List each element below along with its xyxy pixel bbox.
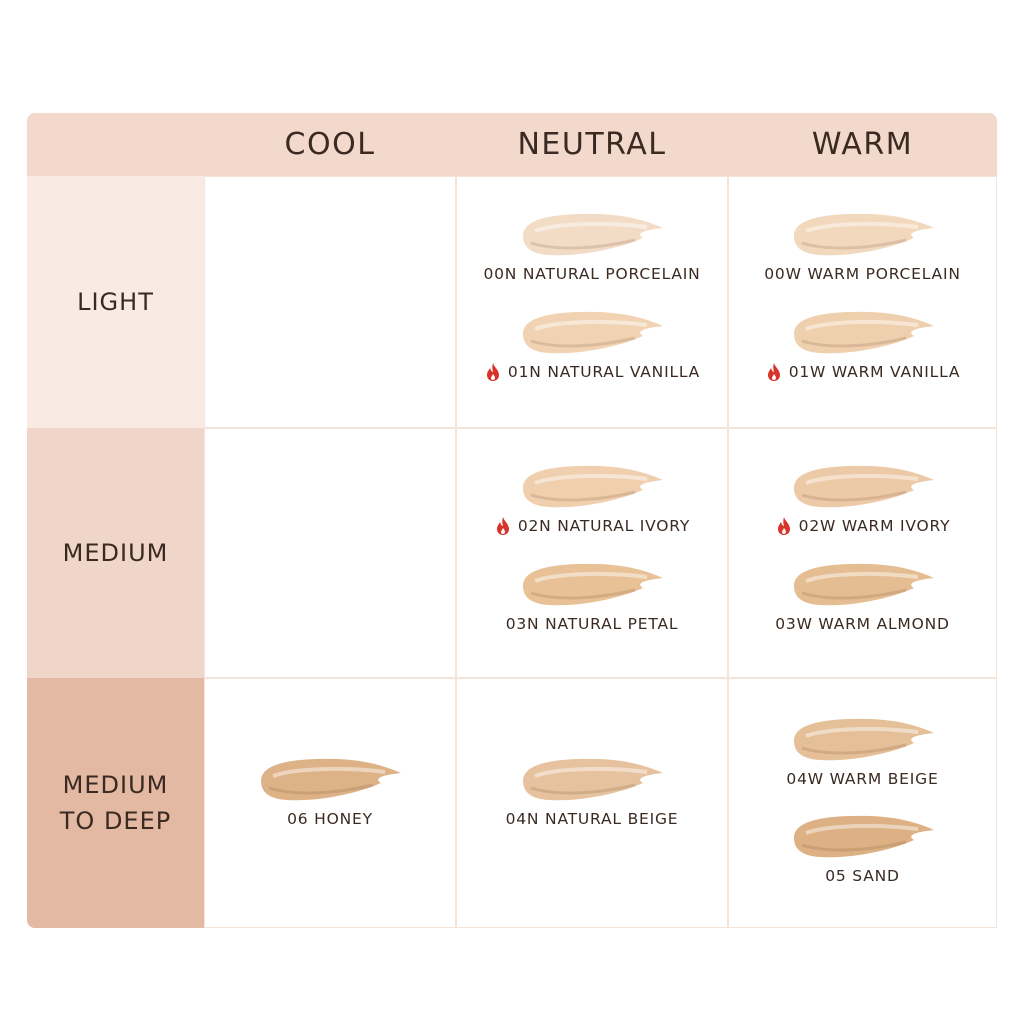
cell [204,678,456,928]
swatch-shadow [530,490,636,502]
swatch-shape [793,718,934,761]
swatch-shape [793,465,934,508]
shade-name: 03N NATURAL PETAL [505,615,679,633]
swatch-highlight [534,571,648,583]
swatch-shadow [801,336,906,348]
swatch [793,815,934,858]
column-header: WARM [811,127,914,162]
swatch [261,758,401,801]
swatch [793,311,934,354]
swatch [793,563,934,606]
swatch-shadow [801,238,906,250]
swatch-shape [261,758,401,801]
shade-label: 04W WARM BEIGE [728,768,997,790]
shade-name: 02N NATURAL IVORY [517,517,691,535]
hot-icon [767,363,780,381]
swatch-highlight [804,221,918,233]
swatch [793,465,934,508]
swatch-shape [523,465,663,508]
swatch-shape [523,311,663,354]
swatch-highlight [534,319,648,331]
swatch-highlight [804,319,918,331]
swatch-shadow [268,783,374,795]
swatch-shape [793,815,934,858]
swatch [523,213,663,256]
shade-label: 02N NATURAL IVORY [456,515,728,537]
shade-name: 04N NATURAL BEIGE [505,810,679,828]
shade-label: 05 SAND [728,865,997,887]
shade-name: 03W WARM ALMOND [775,615,950,633]
row-label: MEDIUM TO DEEP [27,678,204,928]
swatch-shadow [801,588,906,600]
cell [204,428,456,678]
shade-label: 03N NATURAL PETAL [456,613,728,635]
swatch-shadow [530,336,636,348]
swatch-shape [793,213,934,256]
swatch-shape [523,213,663,256]
column-header: NEUTRAL [517,127,667,162]
shade-label: 04N NATURAL BEIGE [456,808,728,830]
hot-icon [496,517,509,535]
swatch-shadow [530,238,636,250]
swatch-highlight [534,766,648,778]
swatch-shape [523,758,663,801]
swatch-shape [523,563,663,606]
swatch-shadow [801,743,906,755]
shade-name: 01N NATURAL VANILLA [507,363,701,381]
shade-name: 06 HONEY [287,810,373,828]
swatch [523,465,663,508]
shade-name: 00W WARM PORCELAIN [764,265,961,283]
swatch-shadow [801,490,906,502]
swatch-shadow [801,840,906,852]
shade-name: 04W WARM BEIGE [786,770,939,788]
shade-name: 02W WARM IVORY [798,517,951,535]
shade-label: 00N NATURAL PORCELAIN [456,263,728,285]
cell [204,176,456,428]
swatch-highlight [804,726,918,738]
row-label: MEDIUM [27,428,204,678]
swatch-highlight [804,823,918,835]
hot-icon [486,363,499,381]
swatch-highlight [272,766,386,778]
swatch-highlight [804,571,918,583]
shade-name: 00N NATURAL PORCELAIN [483,265,701,283]
swatch-shape [793,311,934,354]
shade-label: 01N NATURAL VANILLA [456,361,728,383]
swatch [523,563,663,606]
shade-label: 00W WARM PORCELAIN [728,263,997,285]
hot-icon [777,517,790,535]
swatch-shadow [530,588,636,600]
swatch-highlight [534,221,648,233]
shade-name: 01W WARM VANILLA [788,363,961,381]
shade-label: 01W WARM VANILLA [728,361,997,383]
swatch-highlight [534,473,648,485]
shade-label: 02W WARM IVORY [728,515,997,537]
shade-label: 03W WARM ALMOND [728,613,997,635]
cell [456,678,728,928]
swatch [793,718,934,761]
swatch [793,213,934,256]
shade-name: 05 SAND [825,867,900,885]
swatch [523,758,663,801]
column-header: COOL [284,127,376,162]
shade-label: 06 HONEY [204,808,456,830]
swatch [523,311,663,354]
swatch-shadow [530,783,636,795]
swatch-highlight [804,473,918,485]
row-label: LIGHT [27,176,204,428]
swatch-shape [793,563,934,606]
